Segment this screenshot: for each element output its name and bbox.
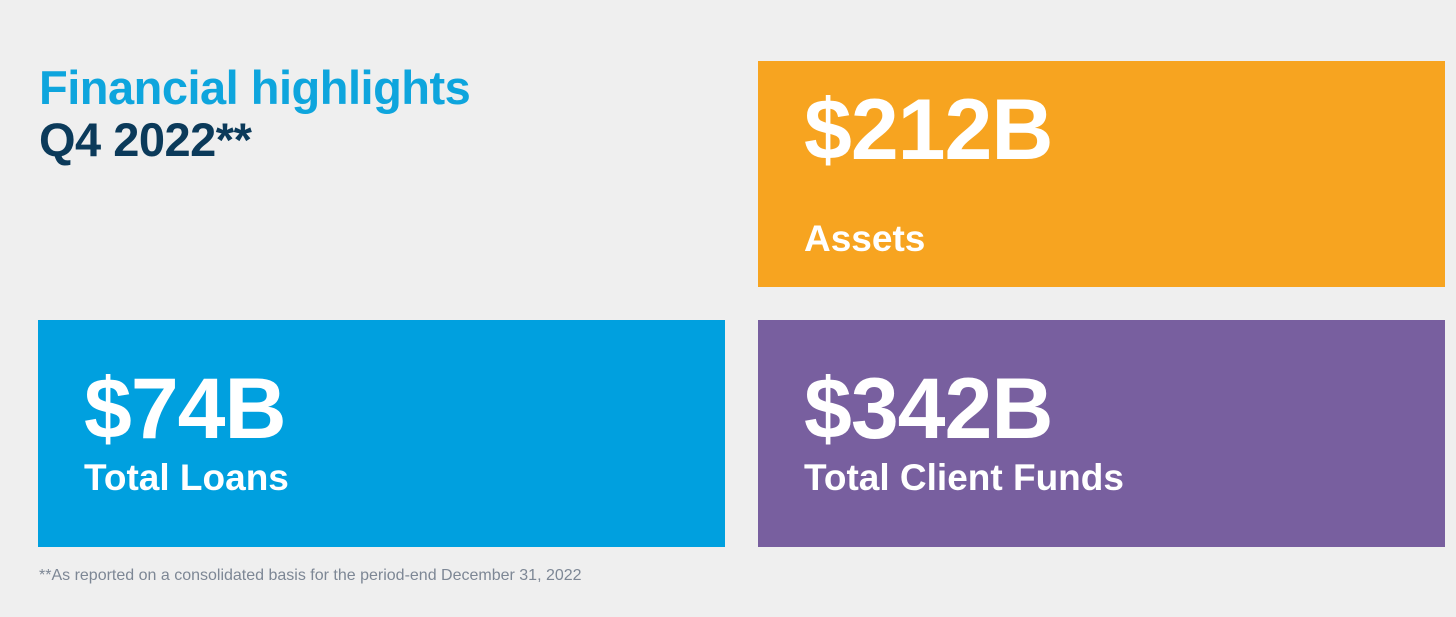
assets-card: $212B Assets — [758, 61, 1445, 287]
total-loans-value: $74B — [84, 361, 287, 457]
page-subtitle: Q4 2022** — [39, 113, 252, 166]
footnote: **As reported on a consolidated basis fo… — [39, 567, 582, 584]
total-client-funds-value: $342B — [804, 361, 1053, 457]
total-loans-card: $74B Total Loans — [38, 320, 725, 547]
assets-label: Assets — [804, 218, 926, 259]
assets-value: $212B — [804, 82, 1053, 178]
total-client-funds-card: $342B Total Client Funds — [758, 320, 1445, 547]
total-loans-label: Total Loans — [84, 457, 289, 498]
page-title: Financial highlights — [39, 61, 471, 114]
total-client-funds-label: Total Client Funds — [804, 457, 1124, 498]
heading: Financial highlights Q4 2022** — [39, 62, 719, 166]
